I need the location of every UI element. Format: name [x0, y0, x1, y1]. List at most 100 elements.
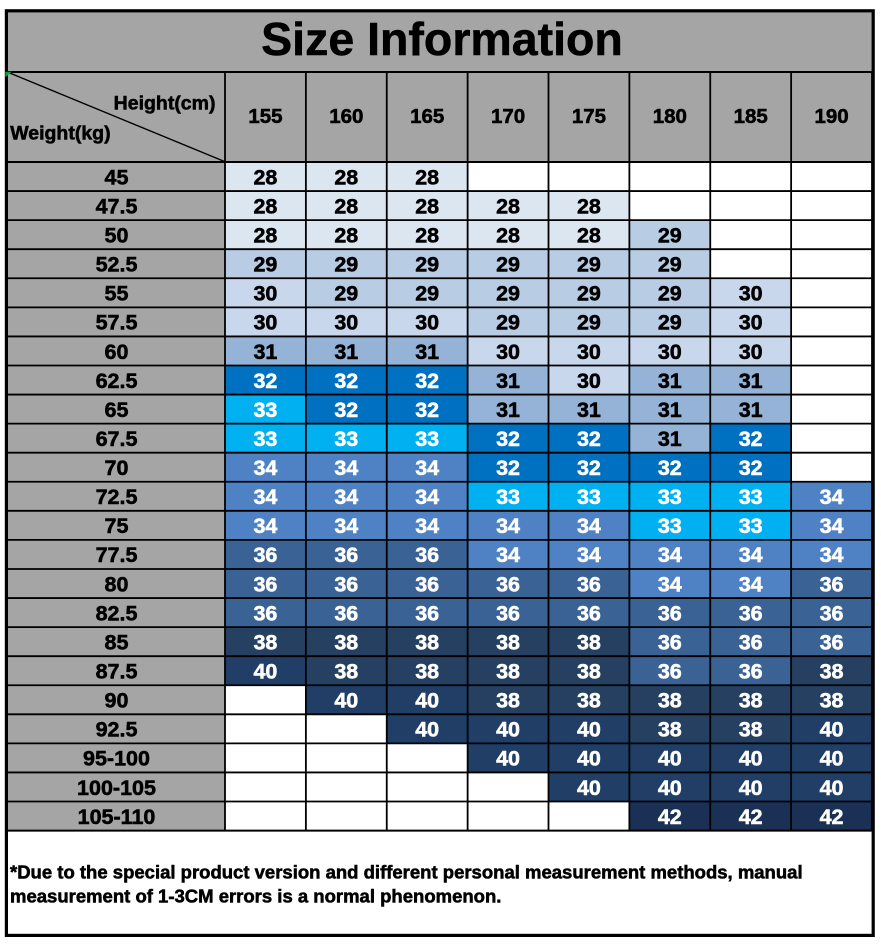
- svg-text:34: 34: [820, 543, 844, 567]
- svg-text:40: 40: [820, 747, 844, 771]
- svg-text:40: 40: [658, 747, 682, 771]
- svg-text:40: 40: [496, 747, 520, 771]
- svg-text:38: 38: [496, 630, 520, 654]
- svg-text:40: 40: [253, 660, 277, 684]
- svg-text:36: 36: [820, 601, 844, 625]
- svg-text:40: 40: [739, 776, 763, 800]
- svg-text:30: 30: [739, 311, 763, 335]
- svg-text:34: 34: [577, 543, 601, 567]
- svg-text:155: 155: [248, 105, 282, 128]
- svg-text:170: 170: [491, 105, 525, 128]
- svg-text:32: 32: [415, 398, 439, 422]
- svg-text:33: 33: [658, 485, 682, 509]
- svg-text:38: 38: [577, 689, 601, 713]
- svg-text:85: 85: [105, 630, 129, 654]
- svg-text:36: 36: [415, 572, 439, 596]
- svg-text:45: 45: [105, 165, 129, 189]
- svg-text:28: 28: [415, 194, 439, 218]
- svg-text:36: 36: [415, 601, 439, 625]
- svg-text:31: 31: [658, 369, 682, 393]
- svg-text:38: 38: [415, 630, 439, 654]
- svg-text:36: 36: [253, 601, 277, 625]
- svg-text:38: 38: [577, 630, 601, 654]
- svg-text:30: 30: [577, 340, 601, 364]
- svg-text:95-100: 95-100: [83, 747, 150, 771]
- svg-text:36: 36: [253, 572, 277, 596]
- svg-text:42: 42: [820, 805, 844, 829]
- svg-text:30: 30: [577, 369, 601, 393]
- svg-text:34: 34: [253, 456, 277, 480]
- svg-text:57.5: 57.5: [96, 311, 138, 335]
- svg-text:28: 28: [253, 194, 277, 218]
- svg-text:30: 30: [253, 311, 277, 335]
- svg-text:29: 29: [334, 253, 358, 277]
- svg-text:29: 29: [658, 282, 682, 306]
- svg-text:29: 29: [658, 311, 682, 335]
- svg-text:62.5: 62.5: [96, 369, 138, 393]
- svg-text:105-110: 105-110: [78, 805, 156, 829]
- svg-text:33: 33: [577, 485, 601, 509]
- svg-text:28: 28: [496, 194, 520, 218]
- svg-text:40: 40: [577, 718, 601, 742]
- svg-text:34: 34: [415, 514, 439, 538]
- svg-text:100-105: 100-105: [77, 776, 156, 800]
- svg-text:34: 34: [253, 514, 277, 538]
- svg-text:77.5: 77.5: [96, 543, 138, 567]
- svg-text:33: 33: [739, 514, 763, 538]
- svg-text:29: 29: [577, 253, 601, 277]
- svg-text:185: 185: [734, 105, 768, 128]
- svg-text:36: 36: [253, 543, 277, 567]
- svg-text:measurement of 1-3CM errors is: measurement of 1-3CM errors is a normal …: [10, 885, 501, 906]
- svg-text:31: 31: [496, 398, 520, 422]
- svg-text:36: 36: [577, 601, 601, 625]
- svg-text:29: 29: [415, 282, 439, 306]
- svg-text:38: 38: [496, 689, 520, 713]
- svg-text:28: 28: [577, 194, 601, 218]
- svg-text:33: 33: [253, 427, 277, 451]
- svg-text:28: 28: [253, 223, 277, 247]
- svg-text:38: 38: [415, 660, 439, 684]
- svg-text:38: 38: [658, 718, 682, 742]
- svg-text:34: 34: [820, 514, 844, 538]
- svg-text:31: 31: [253, 340, 277, 364]
- svg-text:92.5: 92.5: [96, 718, 138, 742]
- svg-text:42: 42: [658, 805, 682, 829]
- svg-text:175: 175: [572, 105, 606, 128]
- svg-text:29: 29: [496, 253, 520, 277]
- svg-text:32: 32: [415, 369, 439, 393]
- svg-text:34: 34: [253, 485, 277, 509]
- svg-text:30: 30: [415, 311, 439, 335]
- svg-text:38: 38: [739, 689, 763, 713]
- svg-text:34: 34: [820, 485, 844, 509]
- svg-text:*Due to the special product ve: *Due to the special product version and …: [10, 862, 803, 883]
- svg-text:38: 38: [820, 689, 844, 713]
- svg-text:40: 40: [577, 776, 601, 800]
- svg-text:Size Information: Size Information: [261, 13, 623, 65]
- svg-text:165: 165: [410, 105, 444, 128]
- svg-text:29: 29: [658, 223, 682, 247]
- svg-text:28: 28: [415, 223, 439, 247]
- svg-text:32: 32: [334, 398, 358, 422]
- svg-text:80: 80: [105, 572, 129, 596]
- svg-text:34: 34: [415, 456, 439, 480]
- svg-text:34: 34: [739, 543, 763, 567]
- svg-text:40: 40: [496, 718, 520, 742]
- svg-text:34: 34: [496, 543, 520, 567]
- svg-text:33: 33: [739, 485, 763, 509]
- svg-text:30: 30: [739, 340, 763, 364]
- svg-text:30: 30: [496, 340, 520, 364]
- svg-text:160: 160: [329, 105, 363, 128]
- svg-text:31: 31: [334, 340, 358, 364]
- svg-text:32: 32: [496, 456, 520, 480]
- svg-text:36: 36: [334, 601, 358, 625]
- svg-text:38: 38: [253, 630, 277, 654]
- svg-text:67.5: 67.5: [96, 427, 138, 451]
- svg-text:32: 32: [739, 427, 763, 451]
- svg-text:34: 34: [334, 485, 358, 509]
- svg-text:31: 31: [496, 369, 520, 393]
- svg-text:36: 36: [658, 601, 682, 625]
- svg-text:28: 28: [334, 223, 358, 247]
- svg-text:40: 40: [739, 747, 763, 771]
- svg-text:33: 33: [253, 398, 277, 422]
- svg-text:38: 38: [658, 689, 682, 713]
